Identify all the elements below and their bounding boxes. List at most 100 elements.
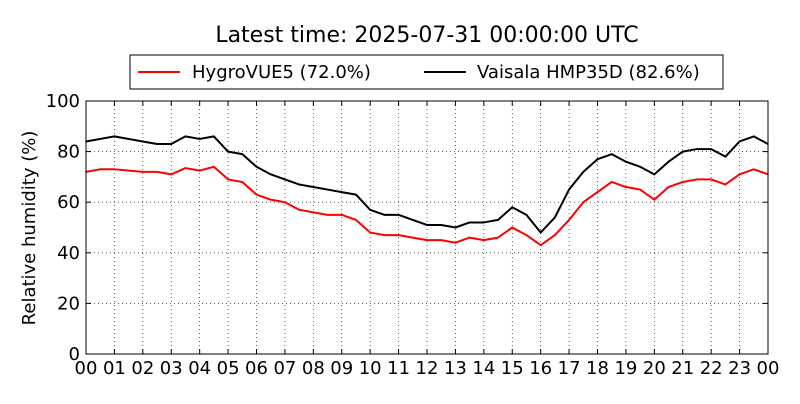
gridlines <box>86 101 768 354</box>
plot-frame <box>85 100 769 355</box>
data-point <box>426 224 428 226</box>
y-tick-label: 40 <box>57 243 80 264</box>
data-point <box>497 219 499 221</box>
data-point <box>397 214 400 216</box>
data-point <box>142 171 144 173</box>
data-point <box>127 169 130 172</box>
data-point <box>440 239 443 241</box>
data-point <box>241 153 244 155</box>
data-point <box>142 140 144 143</box>
data-point <box>483 221 485 224</box>
data-point <box>198 138 201 140</box>
data-point <box>582 201 585 203</box>
data-point <box>198 169 201 172</box>
series-1 <box>85 135 769 234</box>
data-point <box>710 148 712 150</box>
data-point <box>653 198 656 201</box>
y-tick-label: 60 <box>57 192 80 213</box>
y-tick-label: 20 <box>57 293 80 314</box>
data-point <box>269 173 272 176</box>
data-point <box>170 173 173 176</box>
data-point <box>99 138 102 140</box>
data-point <box>738 140 741 143</box>
data-point <box>596 158 599 160</box>
y-tick-label: 100 <box>46 91 80 112</box>
data-point <box>383 234 386 236</box>
data-point <box>170 143 173 145</box>
data-point <box>525 214 528 216</box>
data-point <box>340 191 343 193</box>
data-point <box>397 234 400 236</box>
data-point <box>468 236 471 239</box>
data-point <box>497 236 499 239</box>
data-point <box>255 193 258 196</box>
data-point <box>113 135 116 138</box>
x-tick-label: 20 <box>643 358 666 379</box>
data-point <box>625 186 627 188</box>
data-point <box>724 183 727 186</box>
x-tick-label: 14 <box>472 358 495 379</box>
data-point <box>511 206 514 209</box>
data-point <box>113 168 116 171</box>
x-axis-ticks: 00 01 02 03 04 05 06 07 08 09 10 11 12 13 14 15 16 17 18 19… <box>75 101 780 379</box>
data-point <box>355 193 357 196</box>
x-tick-label: 03 <box>160 358 183 379</box>
data-point <box>298 183 300 186</box>
data-point <box>667 186 670 188</box>
data-point <box>554 234 556 236</box>
data-point <box>255 165 258 168</box>
x-tick-label: 05 <box>217 358 240 379</box>
data-point <box>667 160 670 163</box>
data-point <box>411 219 414 221</box>
data-point <box>426 239 428 241</box>
data-point <box>610 181 613 183</box>
data-point <box>383 214 386 216</box>
data-point <box>355 219 357 221</box>
y-tick-label: 0 <box>69 344 80 365</box>
data-point <box>269 198 272 201</box>
data-point <box>127 138 130 140</box>
x-tick-label: 17 <box>558 358 581 379</box>
data-point <box>554 216 556 219</box>
data-point <box>610 153 613 155</box>
x-tick-label: 00 <box>75 358 98 379</box>
x-tick-label: 02 <box>131 358 154 379</box>
data-point <box>710 178 712 181</box>
data-point <box>738 173 741 176</box>
data-point <box>639 165 641 168</box>
data-point <box>99 168 102 171</box>
x-tick-label: 13 <box>444 358 467 379</box>
x-tick-label: 19 <box>614 358 637 379</box>
data-point <box>156 143 158 145</box>
data-point <box>568 188 570 191</box>
x-tick-label: 23 <box>728 358 751 379</box>
data-point <box>696 178 698 181</box>
data-point <box>539 244 542 247</box>
data-point <box>227 150 229 153</box>
x-tick-label: 16 <box>529 358 552 379</box>
data-point <box>340 214 343 216</box>
data-point <box>596 191 599 193</box>
x-tick-label: 22 <box>700 358 723 379</box>
data-point <box>213 135 215 138</box>
data-point <box>468 221 471 224</box>
legend: HygroVUE5 (72.0%) Vaisala HMP35D (82.6%) <box>129 54 724 90</box>
data-point <box>625 160 627 163</box>
data-point <box>696 148 698 150</box>
data-point <box>312 211 315 214</box>
data-point <box>213 165 215 168</box>
data-point <box>156 171 158 173</box>
x-tick-label: 09 <box>330 358 353 379</box>
x-tick-label: 08 <box>302 358 325 379</box>
x-tick-label: 00 <box>757 358 780 379</box>
series-line <box>85 135 769 234</box>
x-tick-label: 12 <box>416 358 439 379</box>
data-point <box>639 188 641 191</box>
data-point <box>369 208 371 211</box>
x-tick-label: 18 <box>586 358 609 379</box>
data-point <box>227 178 229 181</box>
data-point <box>369 231 371 234</box>
data-point <box>326 214 329 216</box>
